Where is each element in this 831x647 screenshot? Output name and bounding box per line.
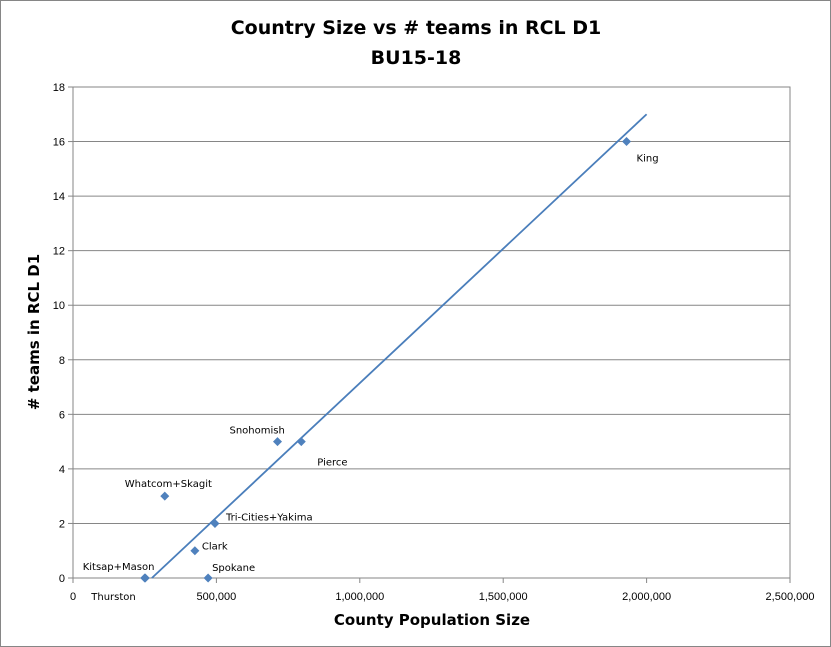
trendline-layer bbox=[151, 113, 648, 579]
data-point bbox=[190, 546, 200, 556]
data-label: Kitsap+Mason bbox=[83, 562, 155, 573]
y-tick-label: 12 bbox=[53, 246, 65, 258]
y-tick-label: 14 bbox=[53, 191, 65, 203]
data-point bbox=[622, 137, 632, 147]
x-tick-label: 1,000,000 bbox=[335, 591, 384, 603]
x-tick-label: 2,500,000 bbox=[766, 591, 815, 603]
data-label: Pierce bbox=[317, 458, 347, 469]
chart-subtitle: BU15-18 bbox=[371, 47, 462, 69]
y-tick-label: 4 bbox=[59, 464, 65, 476]
data-label: Thurston bbox=[90, 592, 135, 603]
x-tick-label: 0 bbox=[70, 591, 76, 603]
data-point bbox=[160, 491, 170, 501]
y-tick-label: 6 bbox=[59, 409, 65, 421]
data-labels: King Snohomish Pierce Whatcom+Skagit Tri-Cit… bbox=[83, 154, 659, 603]
data-label: Snohomish bbox=[229, 426, 284, 437]
data-label: Tri-Cities+Yakima bbox=[225, 512, 313, 523]
data-points bbox=[140, 137, 632, 583]
data-label: Clark bbox=[202, 542, 228, 553]
plot-area bbox=[72, 86, 791, 579]
trendline bbox=[151, 113, 648, 579]
data-label: Spokane bbox=[212, 563, 255, 574]
data-label: King bbox=[637, 154, 659, 165]
y-tick-label: 8 bbox=[59, 355, 65, 367]
x-tick-label: 1,500,000 bbox=[479, 591, 528, 603]
gridlines bbox=[73, 86, 790, 524]
x-tick-label: 500,000 bbox=[197, 591, 237, 603]
y-axis-title: # teams in RCL D1 bbox=[25, 254, 43, 410]
data-point bbox=[203, 573, 213, 583]
y-tick-label: 16 bbox=[53, 137, 65, 149]
data-point bbox=[140, 573, 150, 583]
y-tick-label: 0 bbox=[59, 573, 65, 585]
x-tick-label: 2,000,000 bbox=[622, 591, 671, 603]
data-point bbox=[296, 437, 306, 447]
x-axis-title: County Population Size bbox=[334, 611, 530, 629]
data-label: Whatcom+Skagit bbox=[125, 479, 212, 490]
y-tick-label: 18 bbox=[53, 82, 65, 94]
data-point bbox=[272, 437, 282, 447]
data-point bbox=[210, 518, 220, 528]
axis-ticks: 0 2 4 6 8 10 12 14 16 18 0 500,000 1,000,000 1,500,00… bbox=[53, 82, 815, 603]
y-tick-label: 2 bbox=[59, 518, 65, 530]
chart-title: Country Size vs # teams in RCL D1 bbox=[231, 17, 602, 39]
y-tick-label: 10 bbox=[53, 300, 65, 312]
